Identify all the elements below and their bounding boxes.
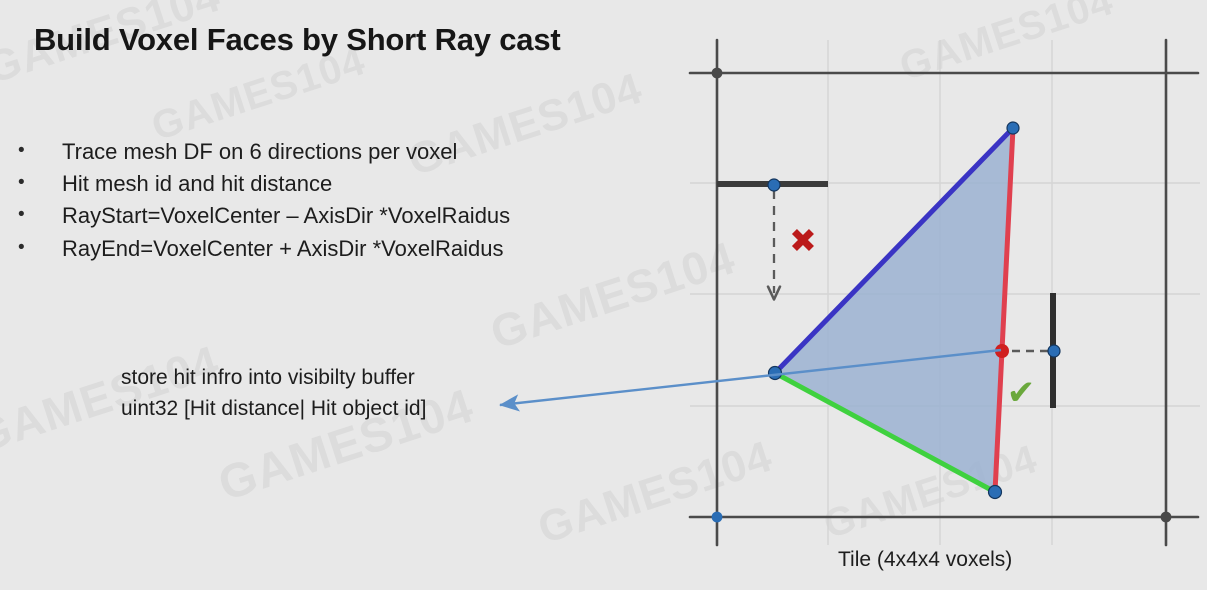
- miss-ray-case[interactable]: ✖: [717, 178, 828, 293]
- mesh-triangle-fill: [775, 128, 1013, 492]
- triangle-vertex-bottom: [987, 484, 1003, 500]
- hit-check-icon: ✔: [1007, 373, 1036, 413]
- bullet-text: Trace mesh DF on 6 directions per voxel: [62, 139, 458, 164]
- triangle-edge-green: [772, 370, 998, 495]
- tile-caption: Tile (4x4x4 voxels): [838, 548, 1013, 571]
- page-title: Build Voxel Faces by Short Ray cast: [34, 21, 561, 57]
- tile-border: [688, 38, 1200, 547]
- hit-ray-case[interactable]: ✔: [995, 293, 1061, 413]
- triangle-edge-red: [992, 125, 1016, 495]
- visibility-buffer-annotation: store hit infro into visibilty buffer ui…: [121, 362, 426, 424]
- bullet-text: RayStart=VoxelCenter – AxisDir *VoxelRai…: [62, 203, 511, 229]
- visibility-buffer-arrow: [499, 348, 1002, 412]
- hit-point-dot: [995, 344, 1009, 358]
- miss-cross-icon: ✖: [789, 221, 817, 260]
- bullet-item: RayStart=VoxelCenter – AxisDir *VoxelRai…: [14, 199, 511, 232]
- triangle-vertex-left: [767, 365, 783, 381]
- corner-bottom-right-dot: [1160, 511, 1172, 523]
- bullet-item: Hit mesh id and hit distance: [14, 167, 510, 200]
- mesh-triangle[interactable]: [767, 121, 1020, 500]
- corner-top-left-dot: [711, 67, 723, 79]
- triangle-edge-blue: [772, 125, 1016, 376]
- annotation-line-1: store hit infro into visibilty buffer: [121, 366, 415, 389]
- hit-ray-start-dot: [1047, 344, 1061, 358]
- bullet-list: Trace mesh DF on 6 directions per voxel …: [14, 135, 511, 265]
- miss-ray-start-dot: [767, 178, 781, 192]
- bullet-text: RayEnd=VoxelCenter + AxisDir *VoxelRaidu…: [62, 235, 504, 261]
- annotation-line-2: uint32 [Hit distance| Hit object id]: [121, 397, 427, 420]
- bullet-text: Hit mesh id and hit distance: [62, 171, 333, 197]
- corner-dots: [711, 67, 1172, 523]
- corner-bottom-left-dot: [711, 511, 723, 523]
- bullet-item: Trace mesh DF on 6 directions per voxel: [14, 135, 510, 168]
- triangle-vertex-top: [1006, 121, 1020, 135]
- bullet-item: RayEnd=VoxelCenter + AxisDir *VoxelRaidu…: [14, 232, 510, 265]
